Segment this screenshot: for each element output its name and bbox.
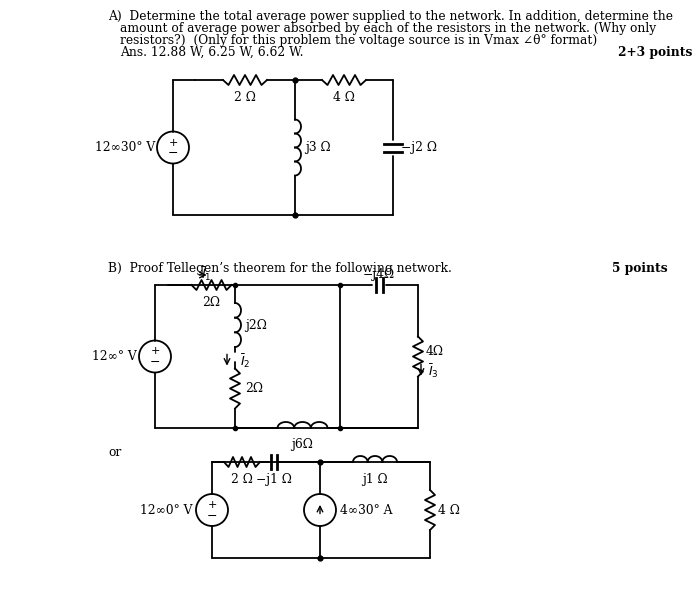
Text: 2Ω: 2Ω <box>245 382 263 395</box>
Text: −j2 Ω: −j2 Ω <box>401 141 437 154</box>
Text: +: + <box>207 500 217 510</box>
Text: 12∞30° V: 12∞30° V <box>94 141 155 154</box>
Text: −j4Ω: −j4Ω <box>363 268 395 281</box>
Text: +: + <box>150 346 160 356</box>
Text: 4Ω: 4Ω <box>426 345 444 358</box>
Text: Ans. 12.88 W, 6.25 W, 6.62 W.: Ans. 12.88 W, 6.25 W, 6.62 W. <box>120 46 304 59</box>
Text: B)  Proof Tellegen’s theorem for the following network.: B) Proof Tellegen’s theorem for the foll… <box>108 262 452 275</box>
Text: A)  Determine the total average power supplied to the network. In addition, dete: A) Determine the total average power sup… <box>108 10 673 23</box>
Text: 4 Ω: 4 Ω <box>333 91 355 104</box>
Text: j3 Ω: j3 Ω <box>305 141 330 154</box>
Text: 4 Ω: 4 Ω <box>438 504 460 517</box>
Text: +: + <box>168 137 178 147</box>
Text: 12∞° V: 12∞° V <box>92 350 137 363</box>
Text: $\bar{I}_1$: $\bar{I}_1$ <box>201 265 212 283</box>
Text: or: or <box>108 446 121 459</box>
Text: j1 Ω: j1 Ω <box>362 473 388 486</box>
Text: $\bar{I}_3$: $\bar{I}_3$ <box>428 363 439 380</box>
Text: 2 Ω: 2 Ω <box>234 91 256 104</box>
Text: 5 points: 5 points <box>612 262 668 275</box>
Text: −: − <box>206 509 217 522</box>
Text: −j1 Ω: −j1 Ω <box>256 473 292 486</box>
Text: resistors?)  (Only for this problem the voltage source is in Vmax ∠θ° format): resistors?) (Only for this problem the v… <box>120 34 597 47</box>
Text: 2Ω: 2Ω <box>202 296 220 309</box>
Text: −: − <box>150 356 160 369</box>
Text: amount of average power absorbed by each of the resistors in the network. (Why o: amount of average power absorbed by each… <box>120 22 656 35</box>
Text: $\bar{I}_2$: $\bar{I}_2$ <box>240 353 251 370</box>
Text: 4∞30° A: 4∞30° A <box>340 504 393 517</box>
Text: 2 Ω: 2 Ω <box>231 473 253 486</box>
Text: 12∞0° V: 12∞0° V <box>139 504 192 517</box>
Text: −: − <box>168 147 178 160</box>
Text: j6Ω: j6Ω <box>292 438 314 451</box>
Text: j2Ω: j2Ω <box>245 319 267 332</box>
Text: 2+3 points: 2+3 points <box>618 46 692 59</box>
